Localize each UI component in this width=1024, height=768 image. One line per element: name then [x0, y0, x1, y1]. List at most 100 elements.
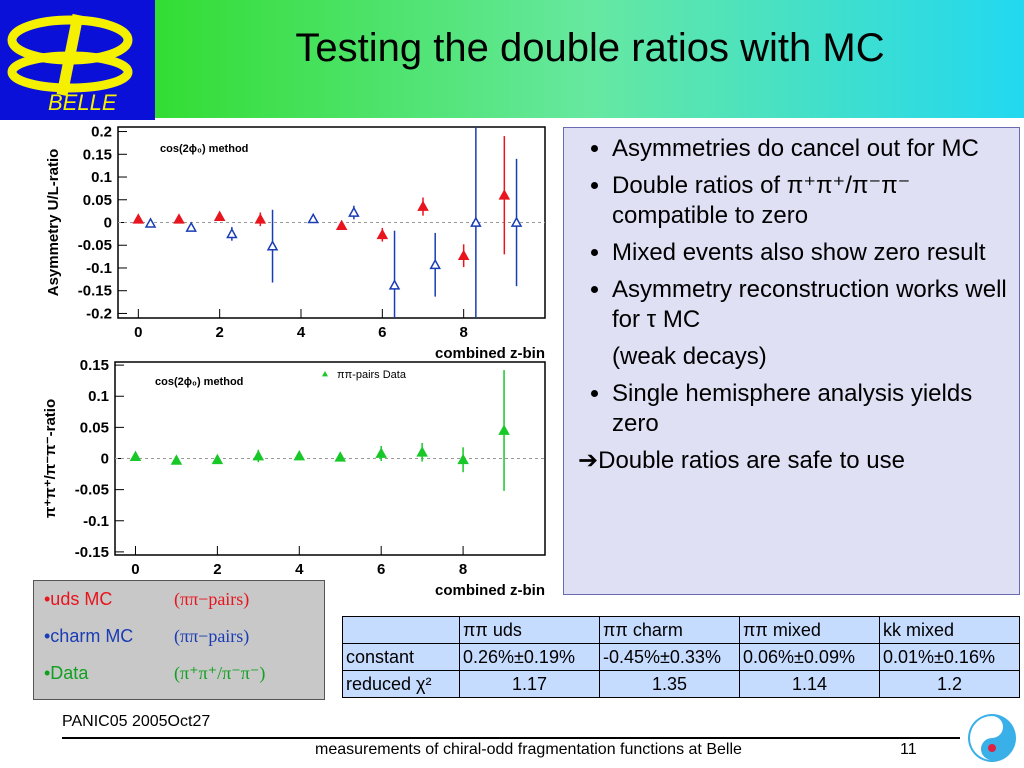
y-tick-label: 0.05 — [80, 419, 109, 436]
x-tick-label: 8 — [459, 324, 467, 341]
header-bar — [155, 0, 1024, 118]
y-tick-label: 0.1 — [91, 169, 112, 186]
table-cell: constant — [342, 643, 460, 671]
y-tick-label: -0.1 — [86, 260, 112, 277]
bullet-list: Asymmetries do cancel out for MC Double r… — [578, 134, 1009, 335]
x-tick-label: 0 — [134, 324, 142, 341]
legend-note: (π⁺π⁺/π⁻π⁻) — [174, 663, 266, 683]
footer-rule — [62, 737, 960, 739]
legend-marker — [322, 371, 328, 377]
y-tick-label: 0.2 — [91, 124, 112, 141]
table-cell: 1.14 — [739, 670, 880, 698]
y-tick-label: 0 — [101, 451, 109, 468]
bullet: Asymmetries do cancel out for MC — [612, 134, 1009, 164]
point — [266, 240, 279, 251]
point — [348, 206, 360, 217]
footer-center: measurements of chiral-odd fragmentation… — [315, 741, 742, 758]
point — [498, 424, 510, 435]
y-tick-label: -0.2 — [86, 305, 112, 322]
table-row: ππ uds ππ charm ππ mixed kk mixed — [342, 616, 1020, 644]
table-cell: 0.06%±0.09% — [739, 643, 880, 671]
point — [376, 228, 389, 240]
y-axis-label: Asymmetry U/L-ratio — [45, 149, 62, 297]
annotation: cos(2ϕ₀) method — [155, 376, 243, 388]
x-tick-label: 0 — [131, 561, 139, 578]
point — [416, 446, 428, 457]
column-header: ππ charm — [599, 616, 740, 644]
point — [388, 279, 401, 290]
bullet-box: Asymmetries do cancel out for MC Double r… — [563, 127, 1020, 595]
x-tick-label: 2 — [215, 324, 223, 341]
point — [211, 453, 224, 465]
column-header: kk mixed — [879, 616, 1020, 644]
results-table: ππ uds ππ charm ππ mixed kk mixed constant 0.… — [342, 616, 1020, 698]
table-row: reduced χ² 1.17 1.35 1.14 1.2 — [342, 670, 1020, 698]
y-tick-label: -0.15 — [75, 544, 109, 561]
point — [293, 449, 306, 461]
conclusion: ➔Double ratios are safe to use — [578, 447, 905, 474]
footer-logo — [968, 714, 1016, 762]
table-cell: 1.17 — [459, 670, 600, 698]
y-tick-label: 0.15 — [80, 357, 109, 374]
table-cell: 1.35 — [599, 670, 740, 698]
point — [417, 200, 429, 211]
y-tick-label: -0.05 — [78, 237, 112, 254]
legend-label: •charm MC — [44, 626, 134, 646]
y-tick-label: 0.1 — [88, 388, 109, 405]
logo-text: BELLE — [48, 90, 117, 115]
table-cell: -0.45%±0.33% — [599, 643, 740, 671]
legend-item: •uds MC (ππ−pairs) — [44, 589, 314, 626]
point — [498, 189, 511, 200]
point — [129, 450, 142, 461]
x-tick-label: 8 — [459, 561, 467, 578]
column-header: ππ mixed — [739, 616, 880, 644]
y-tick-label: -0.05 — [75, 482, 109, 499]
y-axis-label: π⁺π⁺/π⁻π⁻-ratio — [42, 399, 59, 518]
point — [226, 227, 238, 239]
logo: BELLE — [0, 0, 155, 120]
point — [252, 449, 265, 461]
table-cell: reduced χ² — [342, 670, 460, 698]
point — [429, 258, 441, 270]
point — [307, 212, 319, 224]
point — [170, 454, 183, 465]
point — [470, 216, 482, 227]
x-tick-label: 2 — [213, 561, 221, 578]
legend-note: (ππ−pairs) — [174, 589, 250, 609]
legend-item: •charm MC (ππ−pairs) — [44, 626, 314, 663]
bullet: Single hemisphere analysis yields zero — [612, 379, 1009, 439]
bullet: Asymmetry reconstruction works well for … — [612, 275, 1009, 335]
table-cell: 0.01%±0.16% — [879, 643, 1020, 671]
bullet: Double ratios of π⁺π⁺/π⁻π⁻ compatible to… — [612, 171, 1009, 231]
y-tick-label: 0.15 — [83, 146, 112, 163]
legend-item: •Data (π⁺π⁺/π⁻π⁻) — [44, 663, 314, 700]
point — [457, 453, 469, 465]
table-cell: 0.26%±0.19% — [459, 643, 600, 671]
bullet: Mixed events also show zero result — [612, 238, 1009, 268]
x-axis-label: combined z-bin — [435, 345, 545, 362]
point — [510, 216, 523, 227]
logo-graphic: BELLE — [7, 13, 133, 115]
legend-note: (ππ−pairs) — [174, 626, 250, 646]
point — [254, 213, 267, 224]
point — [457, 249, 470, 261]
point — [132, 213, 145, 224]
y-tick-label: 0 — [104, 215, 112, 232]
legend-label: ππ-pairs Data — [337, 369, 407, 381]
y-tick-label: -0.1 — [83, 513, 109, 530]
x-tick-label: 4 — [297, 324, 306, 341]
x-tick-label: 6 — [378, 324, 386, 341]
y-tick-label: 0.05 — [83, 192, 112, 209]
x-axis-label: combined z-bin — [435, 582, 545, 599]
bullet-list: Single hemisphere analysis yields zero — [578, 379, 1009, 439]
y-tick-label: -0.15 — [78, 283, 112, 300]
point — [334, 451, 347, 462]
point — [335, 219, 348, 231]
legend-label: •Data — [44, 663, 89, 683]
x-tick-label: 6 — [377, 561, 385, 578]
table-row: constant 0.26%±0.19% -0.45%±0.33% 0.06%±0.0… — [342, 643, 1020, 671]
page-number: 11 — [900, 741, 917, 758]
plot-frame — [114, 361, 546, 556]
table-cell: 1.2 — [879, 670, 1020, 698]
